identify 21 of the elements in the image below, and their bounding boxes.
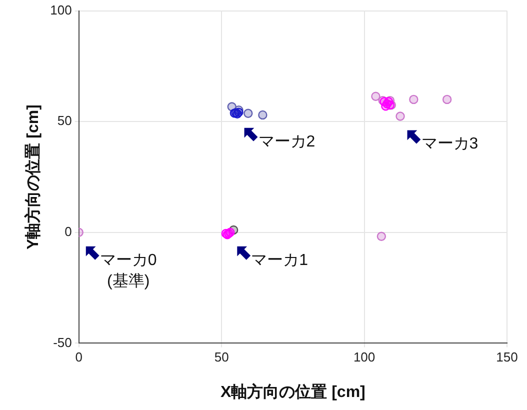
point: [371, 92, 380, 101]
y-tick-label: 100: [50, 2, 72, 18]
x-tick-label: 100: [353, 350, 376, 365]
point: [258, 110, 268, 120]
y-axis-title: Y軸方向の位置 [cm]: [23, 104, 42, 250]
y-tick-label: 0: [64, 224, 72, 239]
point: [396, 112, 405, 121]
annotation: マーカ0 (基準): [100, 252, 157, 290]
y-tick-label: -50: [53, 334, 72, 350]
y-tick-label: 50: [57, 113, 72, 128]
point: [376, 232, 386, 241]
annotation: マーカ1: [251, 252, 308, 269]
annotation: マーカ3: [421, 136, 478, 153]
x-tick-label: 50: [214, 350, 229, 365]
x-tick-label: 0: [75, 350, 83, 365]
point: [409, 94, 418, 104]
point: [244, 108, 253, 118]
point: [442, 94, 452, 104]
x-tick-label: 150: [496, 350, 518, 365]
annotation: マーカ2: [258, 133, 316, 150]
x-axis-title: X軸方向の位置 [cm]: [220, 382, 366, 401]
